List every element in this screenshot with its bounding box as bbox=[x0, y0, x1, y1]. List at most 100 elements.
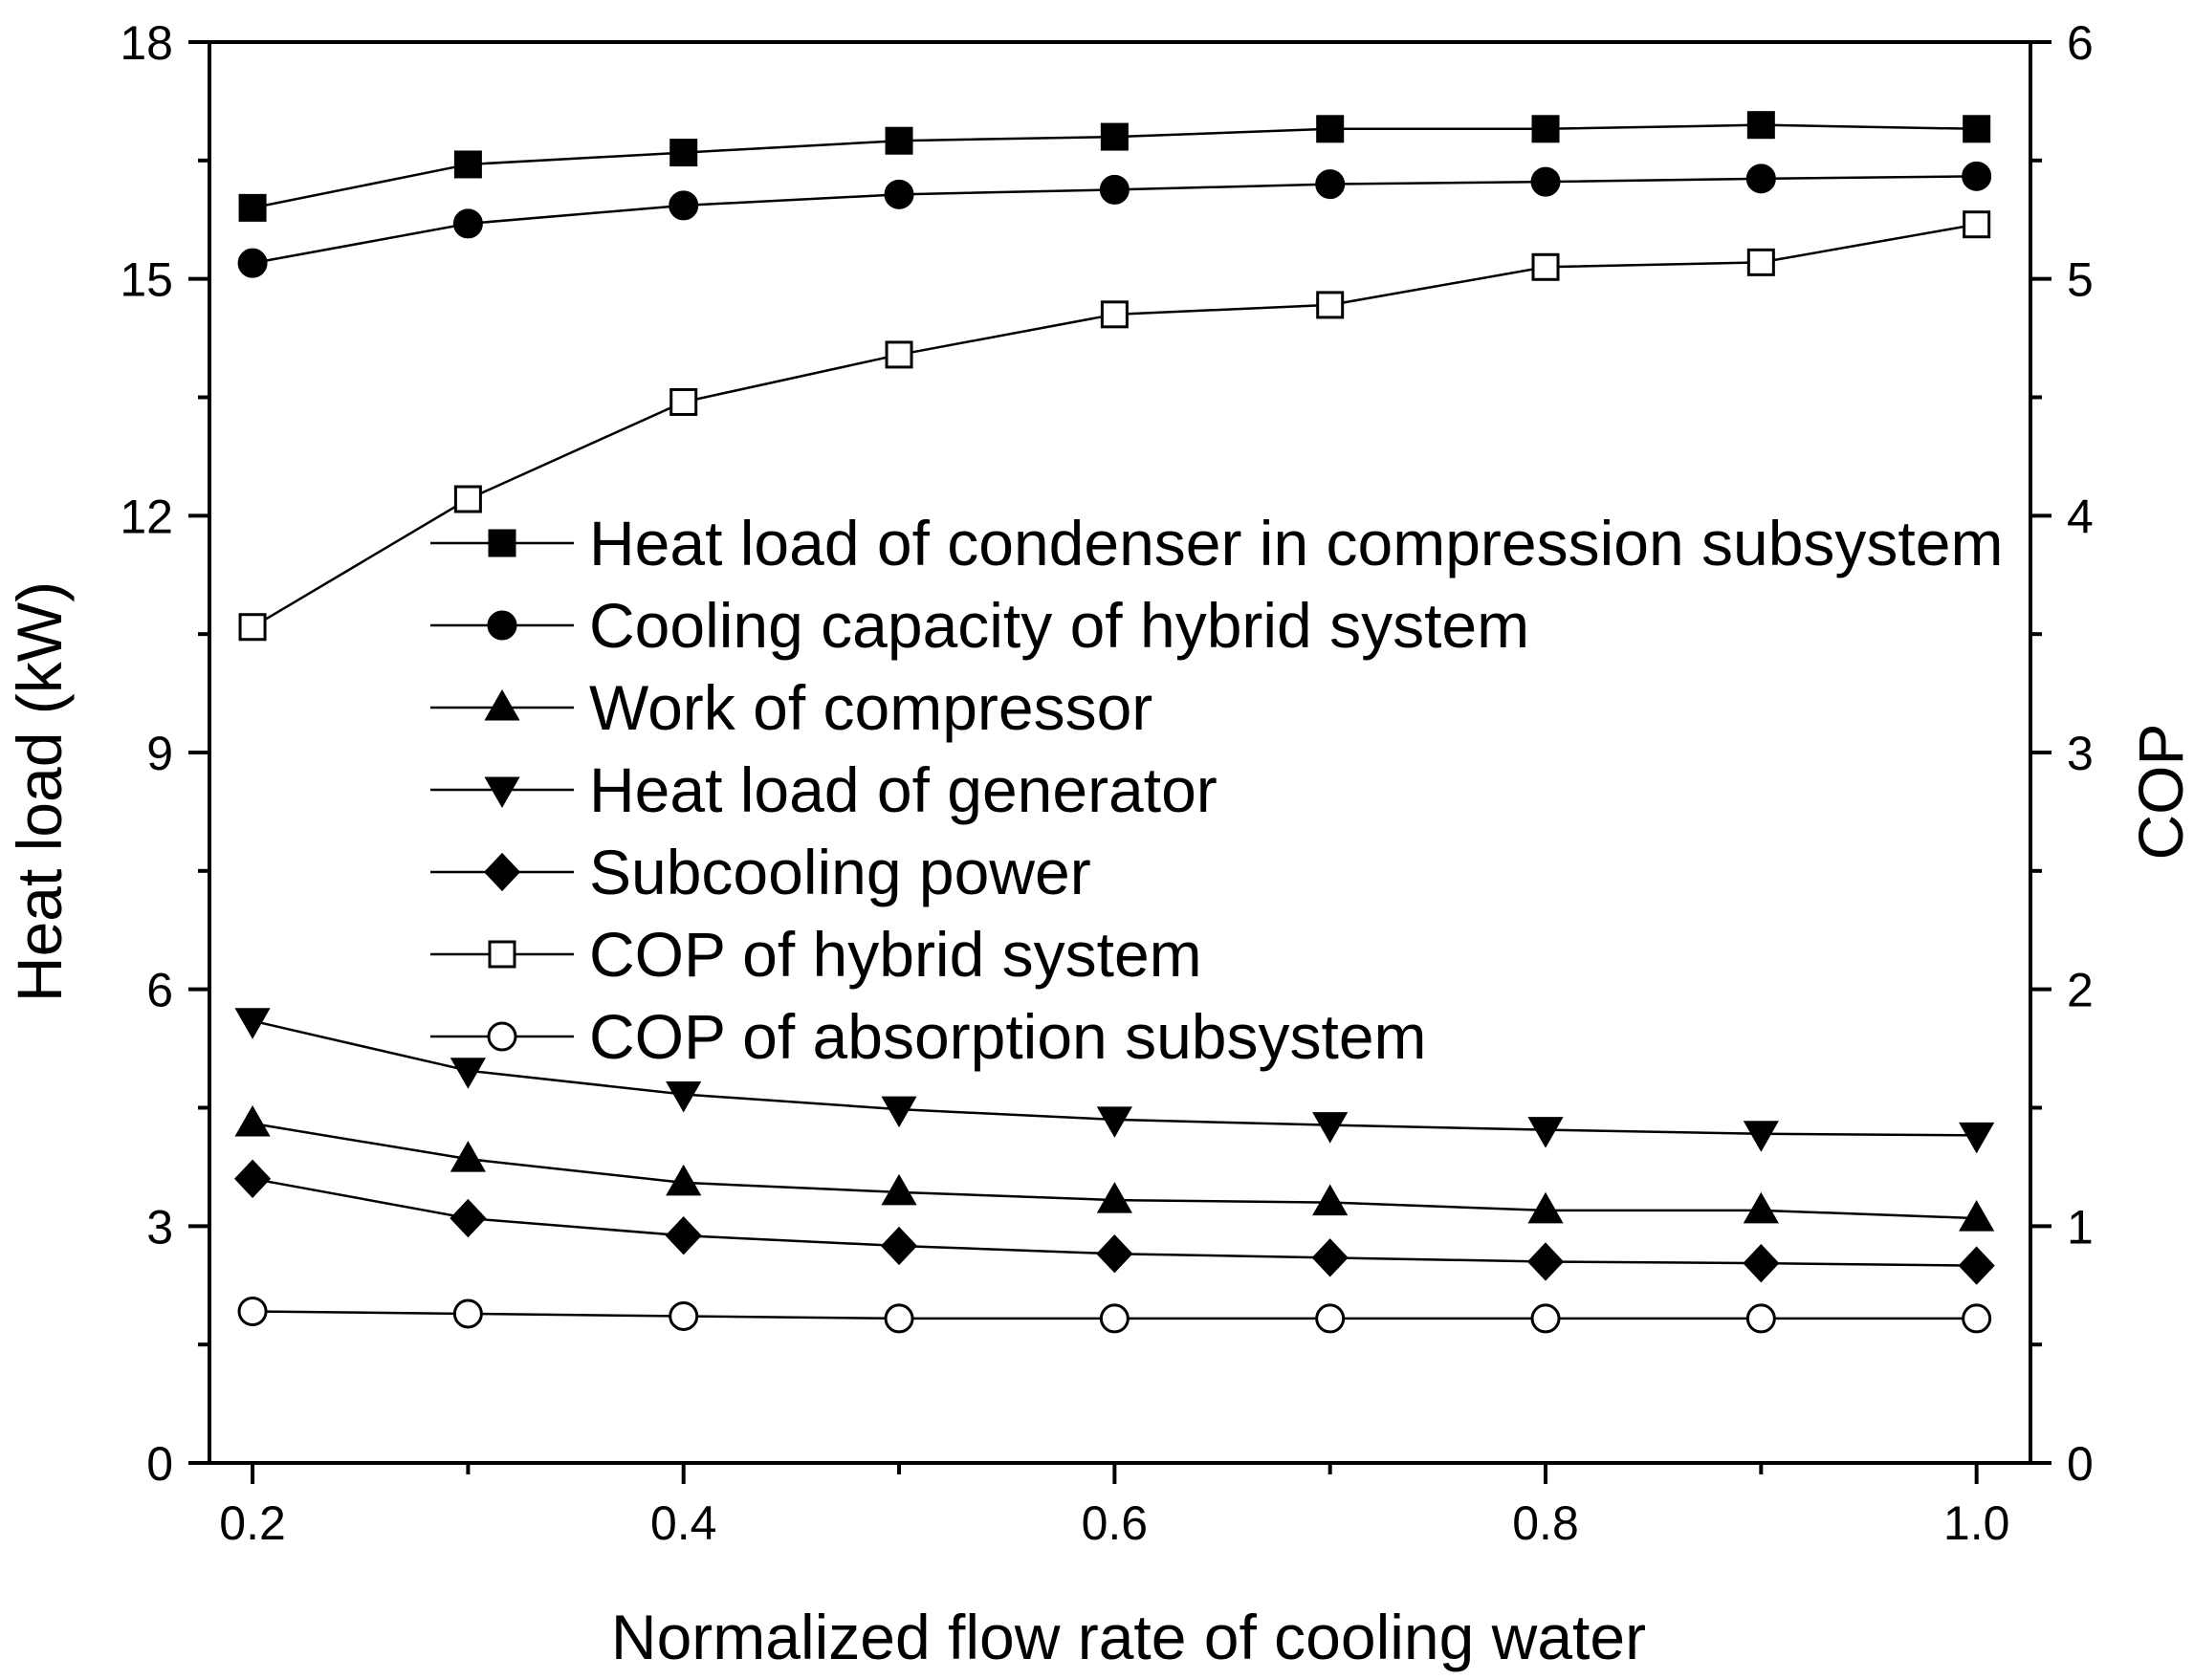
data-point bbox=[452, 208, 483, 239]
legend-item: Heat load of condenser in compression su… bbox=[430, 508, 2003, 578]
data-point bbox=[1527, 1191, 1564, 1224]
series-6 bbox=[237, 1296, 1992, 1334]
data-point bbox=[1311, 1238, 1349, 1277]
y-left-tick-label: 12 bbox=[120, 490, 173, 543]
data-point bbox=[666, 1164, 702, 1196]
data-point bbox=[1315, 169, 1346, 200]
data-point bbox=[1743, 1243, 1780, 1283]
data-point bbox=[669, 190, 699, 221]
y-left-tick-label: 0 bbox=[146, 1437, 173, 1491]
legend-marker bbox=[488, 940, 516, 969]
x-tick-label: 0.8 bbox=[1512, 1496, 1579, 1550]
y-right-tick-label: 4 bbox=[2067, 490, 2094, 543]
x-tick-label: 0.2 bbox=[219, 1496, 286, 1550]
data-point bbox=[1312, 1112, 1349, 1144]
y-right-tick-label: 3 bbox=[2067, 727, 2094, 780]
legend-item: Subcooling power bbox=[430, 837, 1091, 907]
data-point bbox=[1746, 248, 1775, 276]
y-left-tick-label: 6 bbox=[146, 964, 173, 1017]
y-right-tick-label: 2 bbox=[2067, 964, 2094, 1017]
data-point bbox=[234, 1159, 272, 1198]
legend-marker bbox=[488, 529, 516, 557]
data-point bbox=[669, 139, 698, 167]
series-3 bbox=[234, 1008, 1995, 1154]
data-point bbox=[881, 1096, 917, 1128]
data-point bbox=[669, 387, 698, 416]
y-left-tick-label: 9 bbox=[146, 727, 173, 780]
data-point bbox=[450, 1058, 486, 1089]
data-point bbox=[450, 1141, 486, 1172]
y-left-tick-label: 18 bbox=[120, 16, 173, 70]
data-point bbox=[665, 1216, 702, 1255]
legend-item: Heat load of generator bbox=[430, 754, 1218, 825]
data-point bbox=[1316, 291, 1345, 319]
legend-label: Heat load of generator bbox=[589, 754, 1218, 825]
data-point bbox=[237, 1296, 268, 1326]
series-0 bbox=[238, 111, 1991, 222]
data-point bbox=[1526, 1242, 1565, 1281]
y-left-tick-label: 3 bbox=[146, 1200, 173, 1254]
data-point bbox=[666, 1080, 702, 1113]
data-point bbox=[1959, 1200, 1995, 1232]
data-point bbox=[1312, 1184, 1349, 1216]
legend-label: Heat load of condenser in compression su… bbox=[589, 508, 2003, 578]
legend-label: COP of hybrid system bbox=[589, 919, 1202, 990]
data-point bbox=[1099, 1303, 1130, 1334]
data-point bbox=[884, 179, 914, 209]
legend-item: Cooling capacity of hybrid system bbox=[430, 590, 1529, 661]
data-point bbox=[1962, 1303, 1992, 1334]
y-right-tick-label: 1 bbox=[2067, 1200, 2094, 1254]
series-1 bbox=[237, 161, 1992, 278]
data-point bbox=[452, 1298, 483, 1329]
y-axis-title-left: Heat load (kW) bbox=[4, 581, 75, 1002]
data-point bbox=[1959, 1122, 1995, 1154]
legend-item: COP of absorption subsystem bbox=[430, 1001, 1427, 1072]
data-point bbox=[453, 150, 482, 179]
series-5 bbox=[238, 210, 1991, 642]
legend-label: COP of absorption subsystem bbox=[589, 1001, 1427, 1072]
data-point bbox=[1316, 115, 1345, 143]
data-point bbox=[1096, 1106, 1132, 1138]
data-point bbox=[1531, 115, 1560, 143]
legend-item: COP of hybrid system bbox=[430, 919, 1202, 990]
data-point bbox=[1099, 174, 1130, 205]
legend-marker bbox=[483, 852, 521, 892]
x-tick-label: 0.4 bbox=[650, 1496, 717, 1550]
data-point bbox=[1745, 1303, 1776, 1334]
legend-marker bbox=[487, 610, 517, 641]
y-left-tick-label: 15 bbox=[120, 253, 173, 307]
data-point bbox=[881, 1173, 917, 1206]
data-point bbox=[1100, 300, 1129, 329]
legend-item: Work of compressor bbox=[430, 672, 1152, 743]
data-point bbox=[1096, 1234, 1133, 1274]
series-4 bbox=[234, 1159, 1995, 1285]
data-point bbox=[884, 1303, 914, 1334]
y-right-tick-label: 5 bbox=[2067, 253, 2094, 307]
data-point bbox=[1746, 111, 1775, 140]
data-point bbox=[1743, 1191, 1779, 1224]
legend-marker bbox=[484, 688, 520, 721]
data-point bbox=[238, 613, 267, 642]
data-point bbox=[453, 485, 482, 513]
data-point bbox=[234, 1008, 271, 1039]
data-point bbox=[238, 193, 267, 222]
legend-label: Cooling capacity of hybrid system bbox=[589, 590, 1529, 661]
data-point bbox=[1096, 1182, 1132, 1213]
legend-marker bbox=[487, 1021, 517, 1052]
data-point bbox=[1530, 166, 1561, 197]
legend-label: Subcooling power bbox=[589, 837, 1091, 907]
data-point bbox=[234, 1104, 271, 1137]
data-point bbox=[1743, 1121, 1779, 1152]
data-point bbox=[1530, 1303, 1561, 1334]
data-point bbox=[1745, 164, 1776, 194]
data-point bbox=[1531, 252, 1560, 281]
series-2 bbox=[234, 1104, 1995, 1232]
data-point bbox=[1963, 115, 1991, 143]
data-point bbox=[1963, 210, 1991, 239]
y-right-tick-label: 6 bbox=[2067, 16, 2094, 70]
data-point bbox=[1100, 122, 1129, 151]
data-point bbox=[880, 1226, 918, 1266]
